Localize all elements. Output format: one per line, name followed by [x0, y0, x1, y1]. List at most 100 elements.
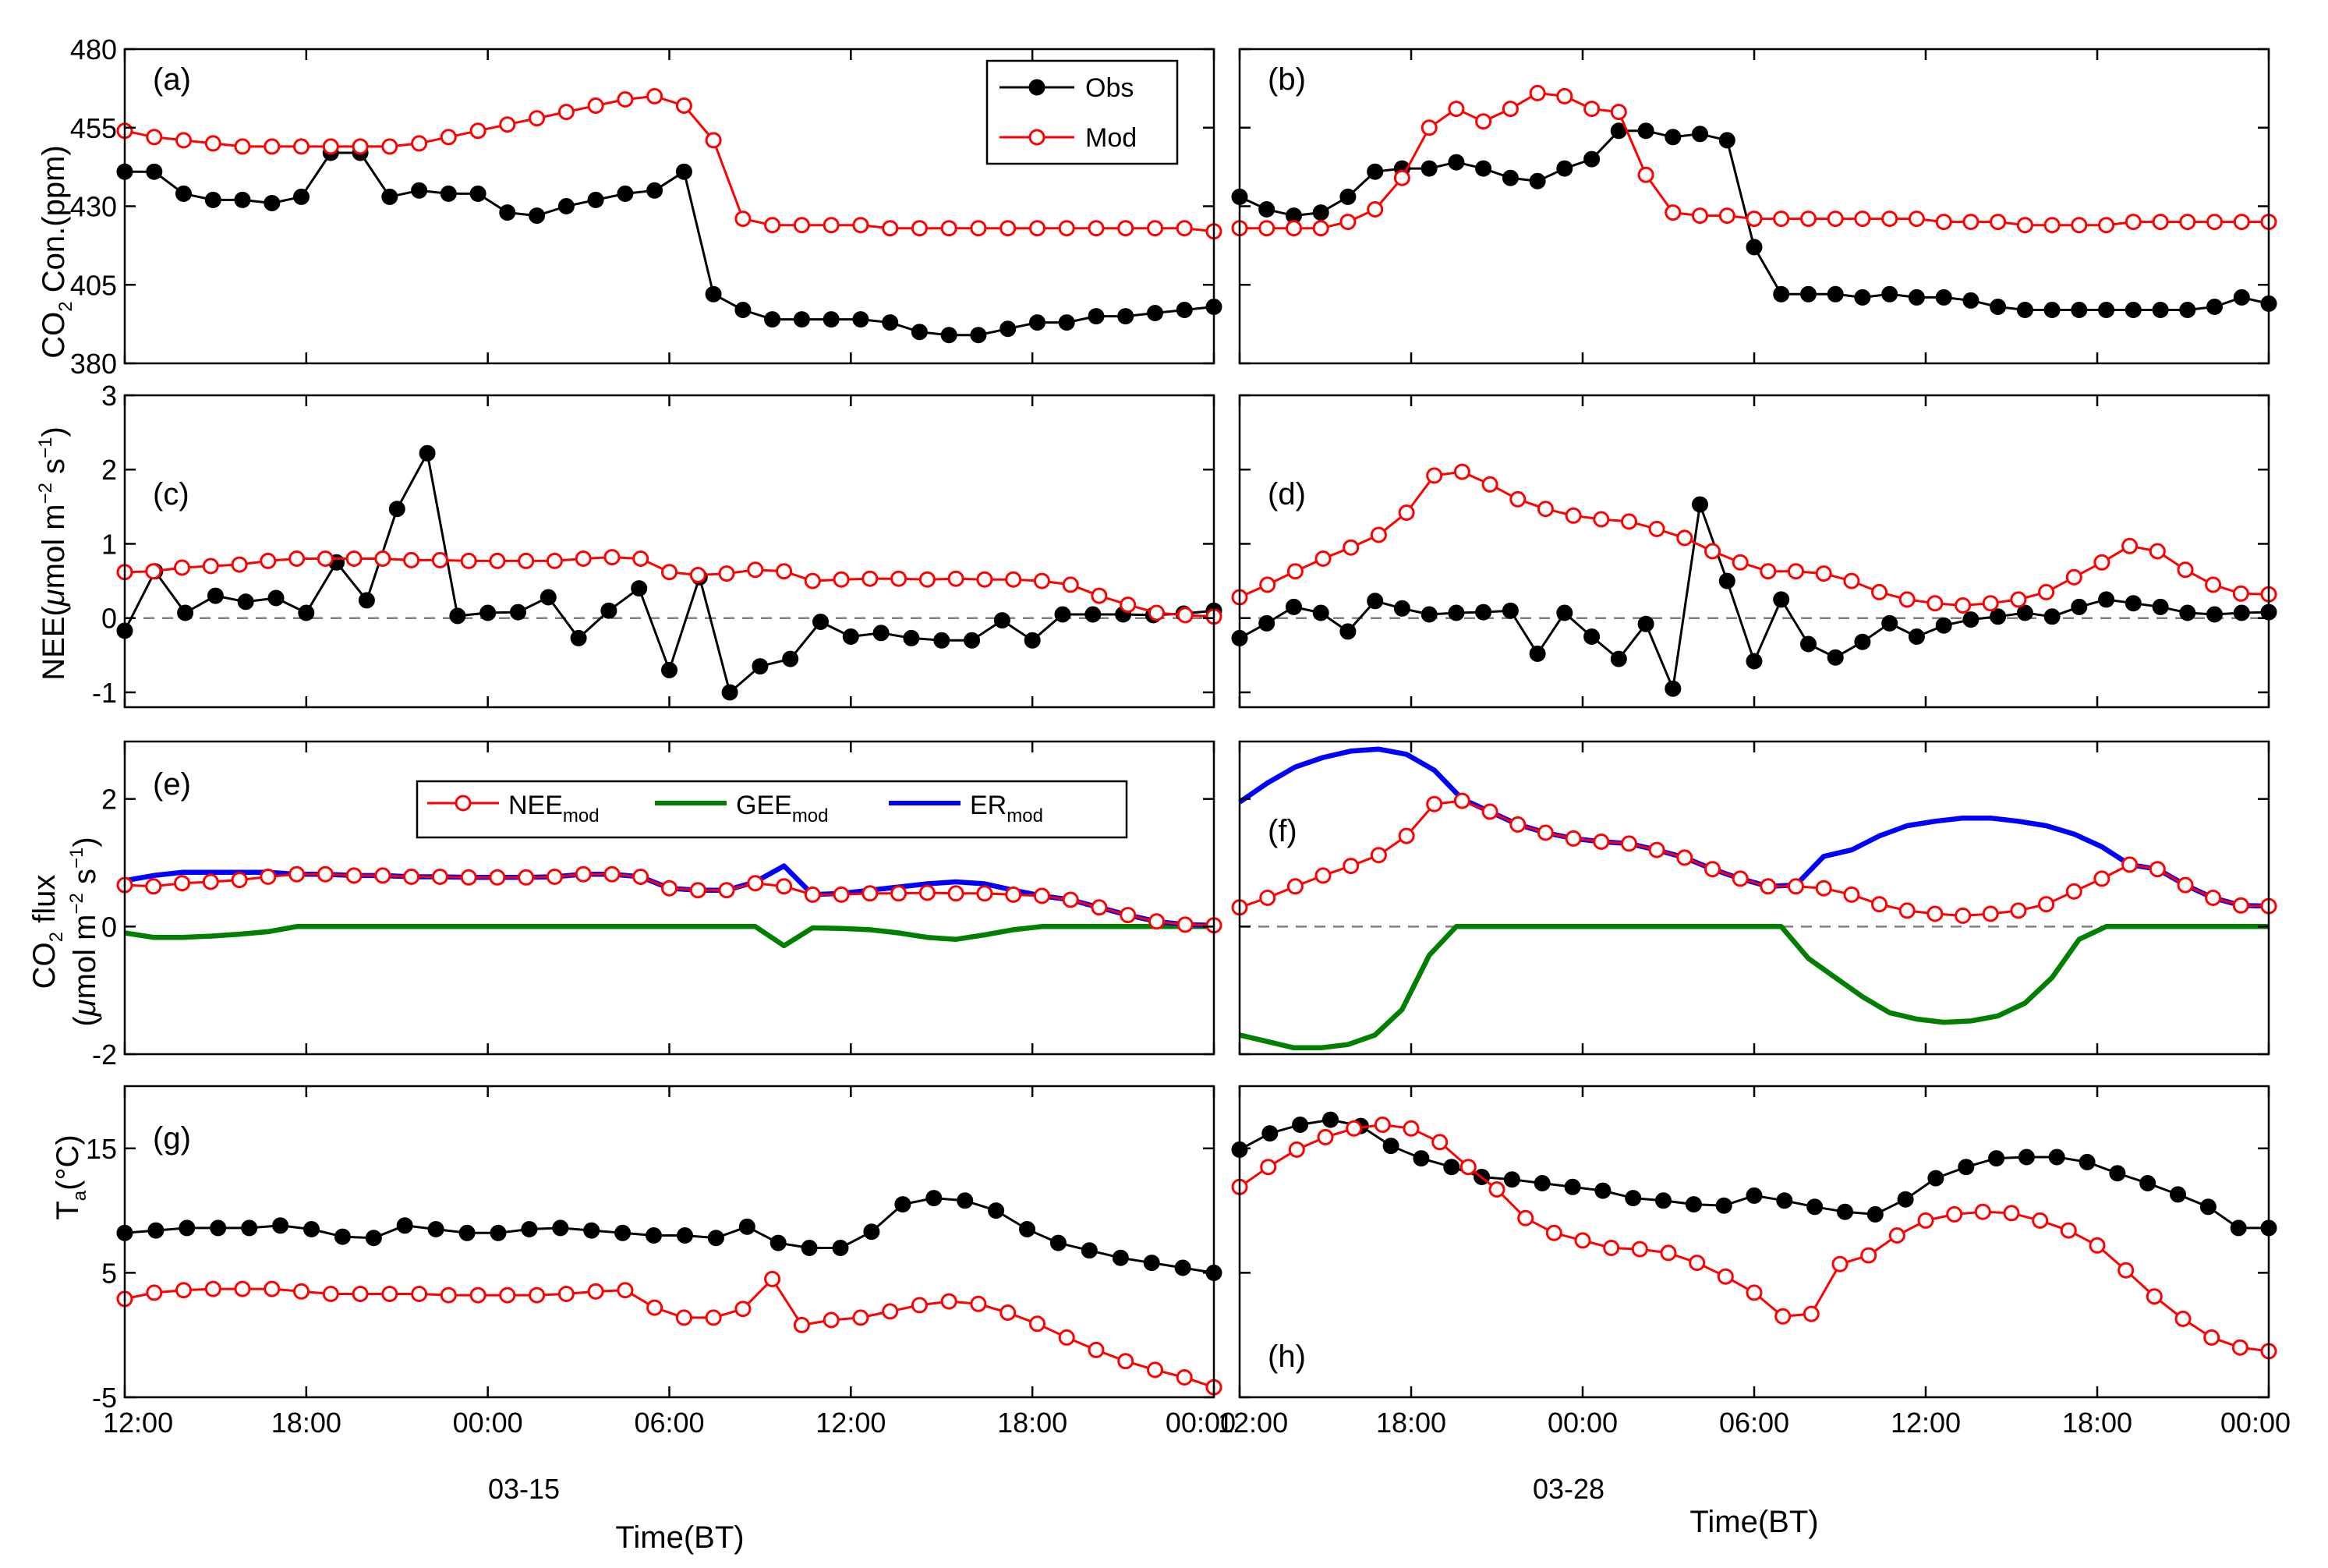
data-point-nee-mod	[1843, 886, 1860, 903]
data-point-obs	[396, 1217, 413, 1234]
data-point-obs	[1258, 201, 1275, 218]
data-point-mod	[2032, 1212, 2049, 1229]
data-point-mod	[804, 572, 821, 589]
data-point-nee-mod	[1120, 907, 1137, 924]
y-tick-label: 0	[101, 603, 117, 635]
data-point-mod	[174, 559, 190, 576]
data-point-mod	[1448, 101, 1465, 118]
legend-fluxes-box	[416, 780, 1128, 839]
data-point-mod	[293, 138, 310, 155]
legend-mod-marker	[1028, 129, 1045, 146]
data-point-mod	[1648, 520, 1665, 537]
data-point-obs	[1529, 645, 1546, 662]
data-point-mod	[1593, 511, 1610, 528]
panel-label-a: (a)	[153, 62, 191, 97]
data-point-obs	[1988, 1150, 2005, 1167]
data-point-mod	[202, 557, 219, 575]
data-point-nee-mod	[1453, 792, 1470, 809]
data-point-mod	[603, 549, 621, 566]
data-point-nee-mod	[1426, 795, 1443, 812]
data-point-mod	[1370, 526, 1387, 543]
data-point-mod	[1117, 220, 1134, 237]
legend-obs-label: Obs	[1085, 73, 1134, 103]
data-point-mod	[1665, 204, 1682, 221]
data-point-mod	[1982, 595, 1999, 612]
data-point-obs	[2109, 1165, 2126, 1182]
data-point-obs	[1529, 172, 1546, 189]
data-point-obs	[146, 163, 163, 180]
data-point-mod	[317, 550, 334, 567]
data-point-obs	[964, 632, 981, 649]
data-point-mod	[2065, 568, 2082, 586]
data-point-nee-mod	[2232, 897, 2249, 914]
y-label-co2-flux: CO2 flux	[27, 875, 67, 989]
data-point-mod	[469, 122, 486, 140]
data-point-nee-mod	[1732, 870, 1749, 887]
data-point-obs	[334, 1228, 351, 1245]
data-point-mod	[833, 571, 850, 588]
data-point-obs	[872, 625, 890, 642]
data-point-obs	[617, 185, 634, 202]
data-point-obs	[1147, 305, 1163, 321]
y-tick-label: 5	[101, 1257, 117, 1289]
data-point-mod	[1689, 1255, 1706, 1272]
data-point-obs	[999, 320, 1017, 338]
data-point-nee-mod	[918, 884, 936, 901]
data-point-obs	[2048, 1149, 2065, 1166]
data-point-mod	[940, 220, 957, 237]
data-point-obs	[1502, 169, 1519, 186]
data-point-obs	[1908, 288, 1925, 306]
data-point-mod	[1475, 113, 1492, 130]
data-point-obs	[1339, 188, 1357, 205]
axes-frame	[1238, 1085, 2270, 1399]
data-point-obs	[521, 1221, 538, 1237]
data-point-mod	[747, 561, 764, 579]
data-point-mod	[381, 1286, 398, 1302]
y-tick-label: 15	[86, 1133, 117, 1165]
data-point-nee-mod	[1286, 878, 1304, 895]
data-point-obs	[204, 191, 221, 208]
data-point-nee-mod	[345, 867, 363, 884]
data-point-mod	[575, 550, 592, 567]
data-point-mod	[1908, 211, 1925, 228]
data-point-obs	[993, 612, 1010, 629]
data-point-obs	[1443, 1159, 1460, 1176]
data-point-nee-mod	[2010, 902, 2027, 919]
data-point-obs	[1312, 204, 1329, 221]
data-point-obs	[237, 593, 254, 611]
y-tick-label: 380	[70, 348, 117, 380]
data-point-mod	[145, 563, 162, 580]
series-line-mod	[1239, 470, 2270, 607]
data-point-mod	[1565, 507, 1582, 524]
data-point-mod	[2179, 214, 2196, 231]
data-point-nee-mod	[976, 885, 993, 902]
data-point-obs	[852, 311, 869, 328]
data-point-mod	[1029, 1315, 1045, 1333]
data-point-mod	[2146, 1288, 2163, 1305]
y-tick-label: -1	[92, 677, 117, 709]
data-point-mod	[1637, 166, 1654, 183]
data-point-obs	[863, 1223, 880, 1241]
x-tick-label: 12:00	[1891, 1407, 1961, 1439]
data-point-obs	[2098, 302, 2115, 318]
y-tick-label: 2	[101, 454, 117, 486]
data-point-mod	[1917, 1212, 1934, 1229]
y-tick-label: 0	[101, 911, 117, 943]
data-point-obs	[1746, 653, 1763, 670]
series-line-nee-mod	[1239, 799, 2270, 917]
panel-e: -2 0 2 (e)	[92, 740, 1222, 1071]
data-point-mod	[1259, 576, 1276, 593]
data-point-obs	[1958, 1159, 1975, 1176]
panel-label-d: (d)	[1268, 477, 1306, 511]
data-point-obs	[1029, 314, 1045, 331]
data-point-nee-mod	[862, 885, 879, 902]
data-point-nee-mod	[1481, 803, 1498, 820]
data-point-obs	[882, 314, 899, 331]
data-point-obs	[1049, 1234, 1067, 1251]
data-point-mod	[1517, 1209, 1534, 1226]
data-point-nee-mod	[1704, 861, 1721, 878]
series-line-gee-mod	[1239, 924, 2269, 1051]
legend-gee-label: GEEmod	[736, 791, 829, 826]
y-tick-label: 1	[101, 528, 117, 560]
series-line-gee-mod	[124, 924, 1214, 949]
